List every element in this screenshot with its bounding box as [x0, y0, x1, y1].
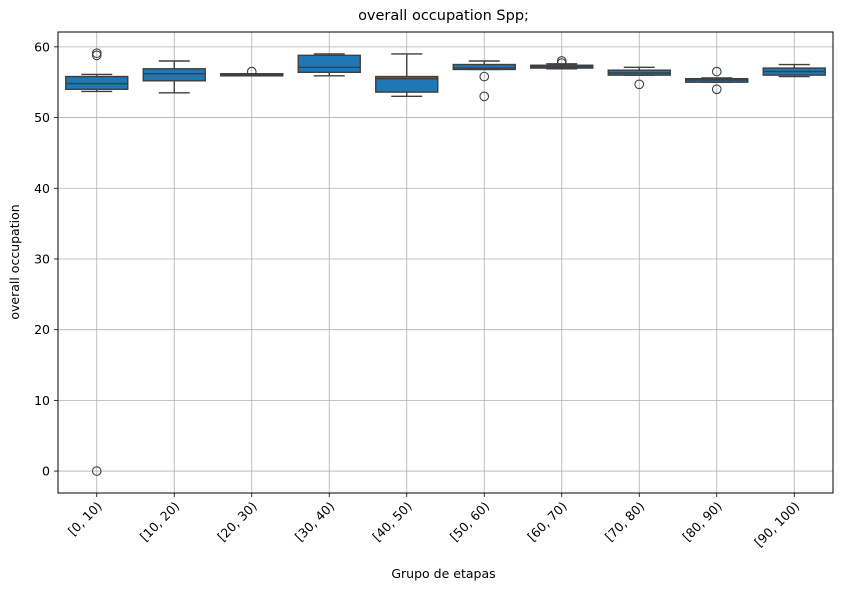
x-tick-label: [40, 50) — [369, 499, 415, 545]
y-tick-label: 60 — [34, 39, 50, 54]
box-group — [762, 63, 826, 78]
box-iqr — [452, 63, 516, 71]
outlier-point — [711, 66, 722, 77]
y-tick-label: 20 — [34, 322, 50, 337]
y-tick-label: 30 — [34, 251, 50, 266]
outlier-point — [91, 466, 102, 476]
box-iqr — [65, 75, 129, 90]
x-tick-label: [80, 90) — [679, 499, 725, 545]
box-iqr — [142, 68, 206, 82]
box-group — [142, 60, 206, 94]
outlier-point — [556, 58, 567, 68]
y-axis-ticks: 0 10 20 30 40 50 60 — [34, 39, 58, 479]
outlier-point — [91, 48, 102, 59]
box-group — [607, 66, 671, 90]
y-tick-label: 10 — [34, 393, 50, 408]
box-group — [220, 66, 284, 77]
y-tick-label: 0 — [42, 464, 50, 479]
x-tick-label: [90, 100) — [751, 499, 802, 550]
outlier-point — [479, 71, 490, 82]
y-axis-label: overall occupation — [7, 204, 22, 319]
gridlines — [58, 32, 833, 493]
box-group — [297, 53, 361, 77]
outlier-point — [634, 79, 645, 90]
y-tick-label: 50 — [34, 110, 50, 125]
y-tick-label: 40 — [34, 181, 50, 196]
box-series — [65, 48, 826, 476]
x-tick-label: [70, 80) — [602, 499, 648, 545]
plot-frame — [57, 31, 834, 494]
box-iqr — [375, 75, 439, 93]
x-tick-label: [60, 70) — [524, 499, 570, 545]
x-axis-label: Grupo de etapas — [391, 566, 495, 581]
outlier-point — [246, 66, 257, 77]
box-group — [530, 56, 594, 70]
box-group — [452, 60, 516, 102]
box-group — [375, 53, 439, 98]
x-tick-label: [10, 20) — [137, 499, 183, 545]
box-iqr — [297, 54, 361, 74]
outlier-point — [479, 91, 490, 102]
chart-title: overall occupation Spp; — [358, 8, 529, 24]
box-group — [65, 48, 129, 476]
x-tick-label: [50, 60) — [447, 499, 493, 545]
outlier-point — [711, 84, 722, 95]
x-tick-label: [0, 10) — [65, 499, 105, 539]
box-group — [685, 66, 749, 95]
x-tick-label: [30, 40) — [292, 499, 338, 545]
x-axis-ticks: [0, 10) [10, 20) [20, 30) [30, 40) [40, 50) [… — [65, 493, 802, 550]
x-tick-label: [20, 30) — [214, 499, 260, 545]
